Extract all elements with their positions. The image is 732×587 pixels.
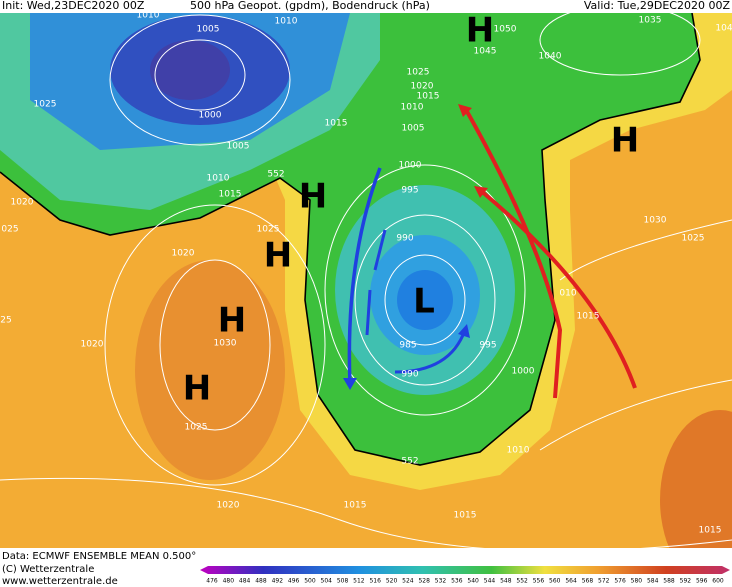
- colorbar-label: 576: [614, 578, 626, 585]
- isobar-label: 1025: [257, 225, 280, 235]
- colorbar-label: 552: [516, 578, 528, 585]
- isobar-label: 1010: [507, 446, 530, 456]
- copyright: (C) Wetterzentrale: [2, 564, 94, 575]
- isobar-label: 1020: [172, 249, 195, 259]
- colorbar-label: 572: [598, 578, 610, 585]
- colorbar-label: 476: [206, 578, 218, 585]
- isobar-label: 1015: [219, 190, 242, 200]
- colorbar-label: 496: [288, 578, 300, 585]
- isobar-label: 1015: [325, 119, 348, 129]
- isobar-label: 1040: [539, 52, 562, 62]
- colorbar-label: 544: [484, 578, 496, 585]
- isobar-label: 1010: [401, 103, 424, 113]
- isobar-label: 1015: [699, 526, 722, 536]
- valid-time: Valid: Tue,29DEC2020 00Z: [584, 0, 731, 12]
- isobar-label: 1000: [399, 161, 422, 171]
- isobar-label: 1005: [227, 142, 250, 152]
- colorbar-label: 520: [386, 578, 398, 585]
- pressure-center: H: [611, 121, 639, 161]
- colorbar-label: 568: [582, 578, 594, 585]
- isobar-label: 1020: [217, 501, 240, 511]
- colorbar-label: 512: [353, 578, 365, 585]
- colorbar-label: 536: [451, 578, 463, 585]
- colorbar-label: 524: [402, 578, 414, 585]
- isobar-label: 552: [267, 170, 284, 180]
- map-title: 500 hPa Geopot. (gpdm), Bodendruck (hPa): [190, 0, 430, 12]
- colorbar-label: 596: [696, 578, 708, 585]
- isobar-label: 1030: [644, 216, 667, 226]
- isobar-label: 1025: [34, 100, 57, 110]
- isobar-label: 010: [559, 289, 576, 299]
- colorbar-label: 504: [321, 578, 333, 585]
- colorbar-label: 588: [663, 578, 675, 585]
- colorbar-label: 488: [255, 578, 267, 585]
- pressure-center: H: [264, 236, 292, 276]
- colorbar-label: 480: [223, 578, 235, 585]
- isobar-label: 104: [715, 24, 732, 34]
- colorbar-label: 508: [337, 578, 349, 585]
- isobar-label: 1015: [577, 312, 600, 322]
- isobar-label: 1020: [411, 82, 434, 92]
- isobar-label: 990: [401, 370, 418, 380]
- init-time: Init: Wed,23DEC2020 00Z: [2, 0, 145, 12]
- isobar-label: 995: [479, 341, 496, 351]
- colorbar-label: 528: [418, 578, 430, 585]
- isobar-label: 1050: [494, 25, 517, 35]
- isobar-label: 1010: [137, 11, 160, 21]
- data-source: Data: ECMWF ENSEMBLE MEAN 0.500°: [2, 551, 196, 562]
- isobar-label: 025: [1, 225, 18, 235]
- colorbar-label: 540: [467, 578, 479, 585]
- isobar-label: 995: [401, 186, 418, 196]
- isobar-label: 1015: [454, 511, 477, 521]
- colorbar-label: 584: [647, 578, 659, 585]
- isobar-label: 1025: [185, 423, 208, 433]
- isobar-label: 1025: [407, 68, 430, 78]
- colorbar-label: 592: [680, 578, 692, 585]
- colorbar-label: 500: [304, 578, 316, 585]
- isobar-label: 1015: [344, 501, 367, 511]
- colorbar-label: 484: [239, 578, 251, 585]
- pressure-center: L: [413, 282, 435, 322]
- isobar-label: 1000: [512, 367, 535, 377]
- colorbar-label: 600: [712, 578, 724, 585]
- colorbar-label: 492: [272, 578, 284, 585]
- isobar-label: 1000: [199, 111, 222, 121]
- map-field: [0, 13, 732, 548]
- pressure-center: H: [299, 177, 327, 217]
- colorbar-label: 556: [533, 578, 545, 585]
- colorbar-label: 564: [565, 578, 577, 585]
- isobar-label: 1015: [417, 92, 440, 102]
- isobar-label: 1010: [207, 174, 230, 184]
- isobar-label: 1045: [474, 47, 497, 57]
- isobar-label: 25: [0, 316, 11, 326]
- isobar-label: 1005: [197, 25, 220, 35]
- colorbar-label: 560: [549, 578, 561, 585]
- colorbar-label: 532: [435, 578, 447, 585]
- isobar-label: 1020: [81, 340, 104, 350]
- isobar-label: 990: [396, 234, 413, 244]
- isobar-label: 1035: [639, 16, 662, 26]
- colorbar: [200, 566, 730, 574]
- isobar-label: 1005: [402, 124, 425, 134]
- isobar-label: 552: [401, 457, 418, 467]
- pressure-center: H: [183, 369, 211, 409]
- isobar-label: 985: [399, 341, 416, 351]
- pressure-center: H: [466, 11, 494, 51]
- isobar-label: 1020: [11, 198, 34, 208]
- colorbar-label: 516: [369, 578, 381, 585]
- pressure-center: H: [218, 301, 246, 341]
- colorbar-label: 548: [500, 578, 512, 585]
- isobar-label: 1010: [275, 17, 298, 27]
- isobar-label: 1030: [214, 339, 237, 349]
- colorbar-label: 580: [631, 578, 643, 585]
- isobar-label: 1025: [682, 234, 705, 244]
- website: www.wetterzentrale.de: [2, 576, 118, 587]
